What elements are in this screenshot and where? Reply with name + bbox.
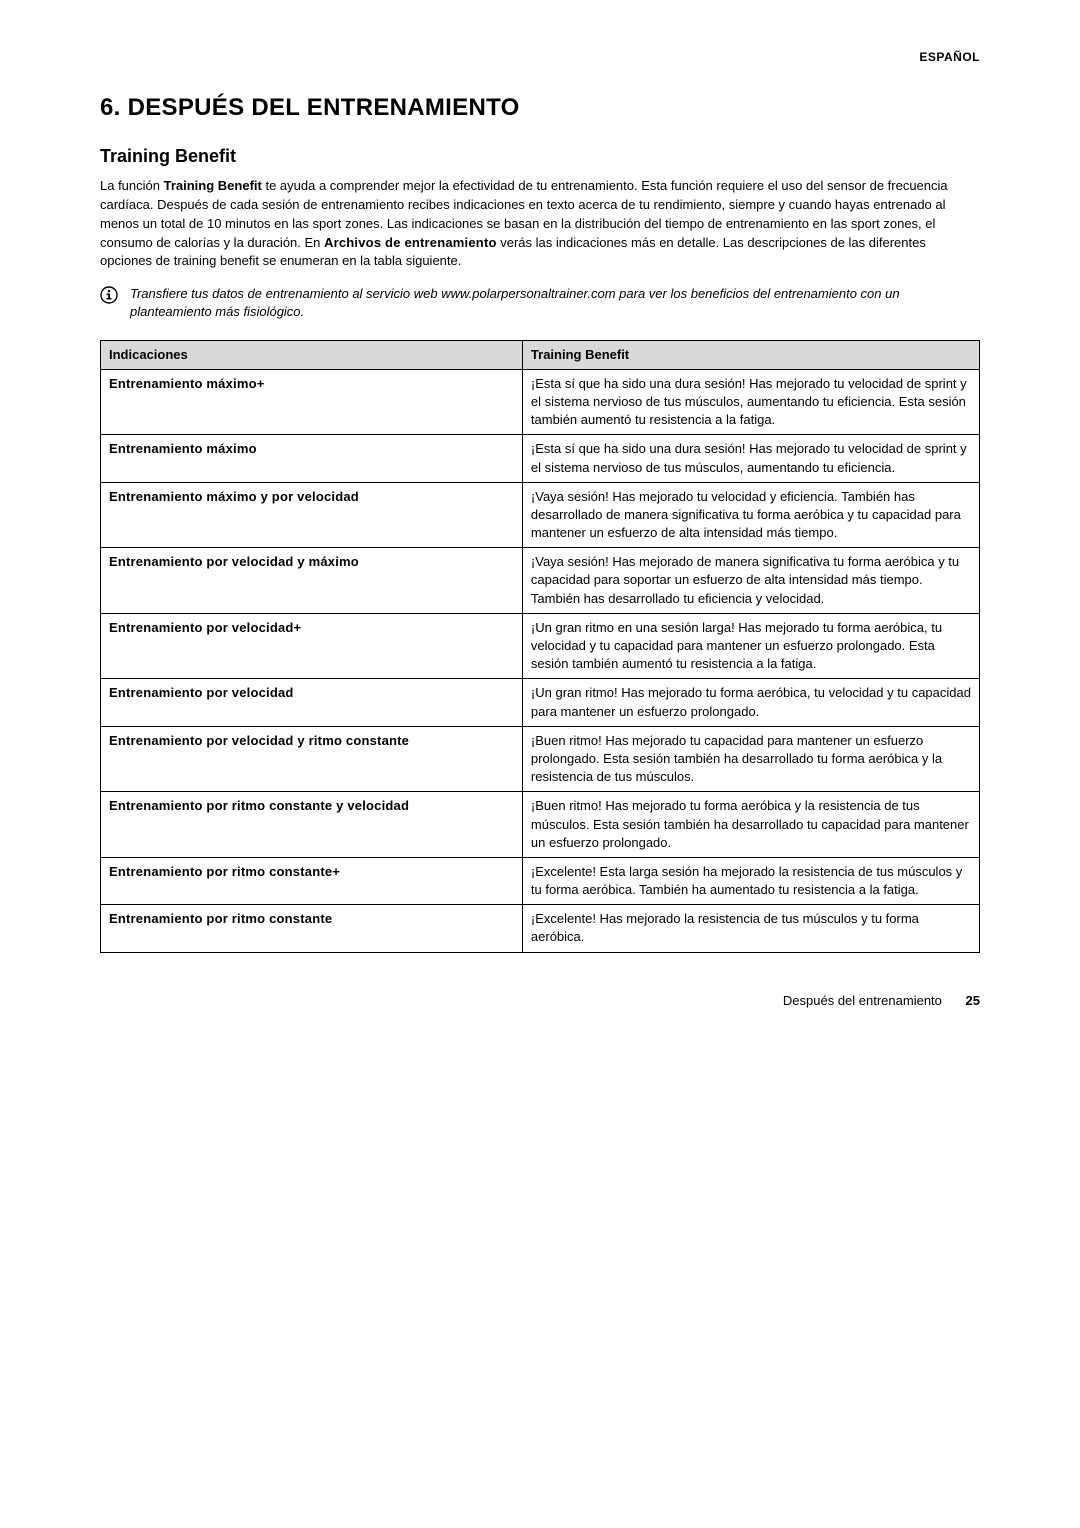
info-icon [100, 286, 120, 309]
row-text: ¡Esta sí que ha sido una dura sesión! Ha… [522, 369, 979, 435]
intro-paragraph: La función Training Benefit te ayuda a c… [100, 177, 980, 271]
info-note-text: Transfiere tus datos de entrenamiento al… [130, 285, 980, 321]
row-label: Entrenamiento por ritmo constante y velo… [101, 792, 523, 858]
row-label: Entrenamiento por velocidad+ [101, 613, 523, 679]
table-row: Entrenamiento por ritmo constante+¡Excel… [101, 857, 980, 904]
row-label: Entrenamiento por velocidad [101, 679, 523, 726]
table-row: Entrenamiento por velocidad y máximo¡Vay… [101, 548, 980, 614]
table-row: Entrenamiento máximo¡Esta sí que ha sido… [101, 435, 980, 482]
table-row: Entrenamiento máximo+¡Esta sí que ha sid… [101, 369, 980, 435]
intro-text-pre: La función [100, 178, 164, 193]
table-row: Entrenamiento por ritmo constante y velo… [101, 792, 980, 858]
table-row: Entrenamiento máximo y por velocidad¡Vay… [101, 482, 980, 548]
table-row: Entrenamiento por ritmo constante¡Excele… [101, 905, 980, 952]
th-training-benefit: Training Benefit [522, 340, 979, 369]
row-text: ¡Esta sí que ha sido una dura sesión! Ha… [522, 435, 979, 482]
row-label: Entrenamiento máximo+ [101, 369, 523, 435]
row-label: Entrenamiento por velocidad y ritmo cons… [101, 726, 523, 792]
page-language: ESPAÑOL [100, 50, 980, 64]
row-text: ¡Excelente! Esta larga sesión ha mejorad… [522, 857, 979, 904]
chapter-title: 6. DESPUÉS DEL ENTRENAMIENTO [100, 94, 980, 122]
row-label: Entrenamiento por velocidad y máximo [101, 548, 523, 614]
row-text: ¡Un gran ritmo! Has mejorado tu forma ae… [522, 679, 979, 726]
row-label: Entrenamiento máximo y por velocidad [101, 482, 523, 548]
row-label: Entrenamiento por ritmo constante+ [101, 857, 523, 904]
intro-condensed-term: Archivos de entrenamiento [324, 235, 497, 250]
row-text: ¡Buen ritmo! Has mejorado tu capacidad p… [522, 726, 979, 792]
row-text: ¡Un gran ritmo en una sesión larga! Has … [522, 613, 979, 679]
training-benefit-table: Indicaciones Training Benefit Entrenamie… [100, 340, 980, 953]
footer-text: Después del entrenamiento [783, 993, 942, 1008]
row-text: ¡Vaya sesión! Has mejorado de manera sig… [522, 548, 979, 614]
row-text: ¡Vaya sesión! Has mejorado tu velocidad … [522, 482, 979, 548]
row-label: Entrenamiento máximo [101, 435, 523, 482]
th-indicaciones: Indicaciones [101, 340, 523, 369]
info-note: Transfiere tus datos de entrenamiento al… [100, 285, 980, 321]
intro-bold-term: Training Benefit [164, 178, 262, 193]
row-text: ¡Excelente! Has mejorado la resistencia … [522, 905, 979, 952]
row-label: Entrenamiento por ritmo constante [101, 905, 523, 952]
table-row: Entrenamiento por velocidad¡Un gran ritm… [101, 679, 980, 726]
table-row: Entrenamiento por velocidad y ritmo cons… [101, 726, 980, 792]
table-header-row: Indicaciones Training Benefit [101, 340, 980, 369]
table-row: Entrenamiento por velocidad+¡Un gran rit… [101, 613, 980, 679]
page-footer: Después del entrenamiento 25 [100, 993, 980, 1008]
section-heading: Training Benefit [100, 146, 980, 167]
row-text: ¡Buen ritmo! Has mejorado tu forma aerób… [522, 792, 979, 858]
footer-page-number: 25 [966, 993, 980, 1008]
